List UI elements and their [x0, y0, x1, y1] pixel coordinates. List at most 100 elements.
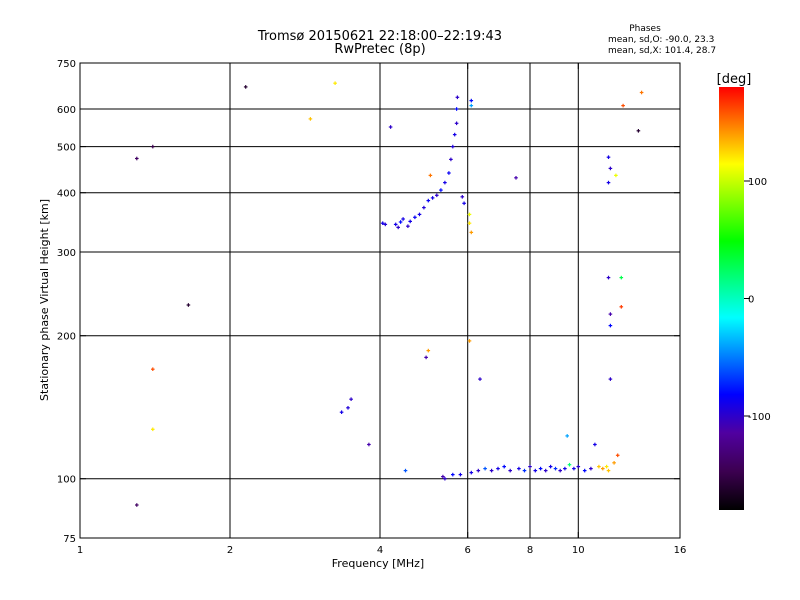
y-tick-label: 200	[57, 332, 76, 343]
data-point	[621, 103, 625, 108]
chart-title: Tromsø 20150621 22:18:00–22:19:43	[257, 29, 502, 44]
y-tick-label: 300	[57, 248, 76, 259]
data-point	[398, 220, 403, 224]
colorbar-tick-label: 0	[748, 295, 754, 306]
data-point	[388, 125, 393, 129]
data-point	[367, 442, 371, 447]
data-point	[604, 464, 609, 469]
data-point	[435, 193, 439, 198]
data-point	[619, 305, 624, 309]
data-point	[426, 348, 431, 353]
data-point	[439, 188, 443, 192]
data-point	[496, 466, 500, 471]
data-point	[614, 173, 618, 178]
x-tick-label: 10	[572, 545, 585, 556]
y-tick-label: 100	[57, 475, 76, 486]
x-tick-label: 4	[377, 545, 383, 556]
data-point	[572, 466, 576, 471]
data-point	[522, 468, 527, 473]
x-tick-label: 16	[674, 545, 687, 556]
data-point	[441, 474, 445, 479]
y-tick-label: 75	[63, 534, 76, 545]
data-point	[606, 180, 611, 185]
data-point	[383, 222, 388, 227]
y-tick-label: 500	[57, 143, 76, 154]
data-point	[608, 323, 613, 328]
data-point	[538, 466, 543, 471]
data-point	[608, 166, 613, 171]
data-point	[403, 468, 408, 473]
data-point	[467, 339, 472, 343]
data-point	[451, 472, 455, 477]
colorbar-tick-label: 100	[748, 177, 767, 188]
data-point	[443, 476, 447, 481]
phases-stats-x: mean, sd,X: 101.4, 28.7	[608, 46, 716, 56]
data-point	[612, 461, 616, 465]
data-point	[606, 275, 611, 280]
data-point	[489, 468, 494, 473]
data-point	[339, 410, 344, 414]
y-tick-label: 400	[57, 189, 76, 200]
data-point	[401, 217, 405, 221]
data-point	[135, 503, 139, 507]
data-point	[451, 144, 455, 149]
x-tick-label: 1	[77, 545, 83, 556]
data-point	[469, 230, 474, 235]
data-point	[608, 377, 613, 381]
data-point	[582, 468, 587, 473]
y-axis-label: Stationary phase Virtual Height [km]	[38, 199, 51, 401]
data-point	[151, 367, 155, 371]
data-point	[467, 212, 472, 217]
data-point	[462, 201, 466, 206]
data-point	[608, 312, 613, 316]
data-point	[508, 468, 512, 473]
data-point	[543, 468, 548, 473]
data-point	[593, 442, 597, 447]
colorbar-unit-label: [deg]	[717, 72, 752, 87]
data-point	[443, 180, 447, 185]
data-point	[243, 85, 248, 89]
data-point	[553, 466, 558, 471]
y-tick-label: 750	[57, 59, 76, 70]
data-point	[558, 468, 562, 473]
phases-stats-o: mean, sd,O: -90.0, 23.3	[608, 35, 714, 45]
data-point	[428, 173, 433, 178]
data-point	[186, 303, 191, 307]
data-point	[615, 453, 620, 458]
data-point	[469, 103, 474, 108]
axis-ticks: 1 2 4 6 8 10 16 75 100 200 300 400 500 600 750	[57, 59, 686, 556]
data-point	[597, 464, 601, 469]
colorbar	[719, 87, 744, 510]
colorbar-ticks: 100 0 -100	[744, 177, 771, 423]
data-point	[469, 470, 474, 475]
data-point	[430, 196, 435, 200]
x-tick-label: 6	[465, 545, 471, 556]
data-point	[502, 464, 506, 469]
colorbar-tick-label: -100	[748, 412, 771, 423]
x-axis-label: Frequency [MHz]	[332, 557, 424, 570]
data-point	[455, 95, 460, 100]
data-point	[393, 222, 398, 227]
data-point	[452, 132, 457, 137]
data-point	[533, 468, 538, 473]
data-point	[151, 144, 155, 149]
data-point	[454, 121, 459, 126]
data-point	[413, 215, 417, 220]
data-point	[619, 275, 624, 280]
data-point	[308, 117, 313, 121]
data-point	[408, 219, 412, 224]
data-point	[514, 176, 518, 180]
data-point	[467, 221, 472, 225]
data-point	[460, 195, 465, 199]
grid-lines	[80, 63, 680, 538]
data-point	[528, 464, 532, 469]
data-point	[396, 225, 400, 230]
data-point	[563, 466, 567, 471]
data-point	[458, 472, 463, 477]
x-tick-label: 8	[527, 545, 533, 556]
data-point	[454, 107, 459, 111]
data-point	[478, 377, 482, 381]
data-point	[349, 397, 353, 401]
data-point	[483, 466, 487, 471]
